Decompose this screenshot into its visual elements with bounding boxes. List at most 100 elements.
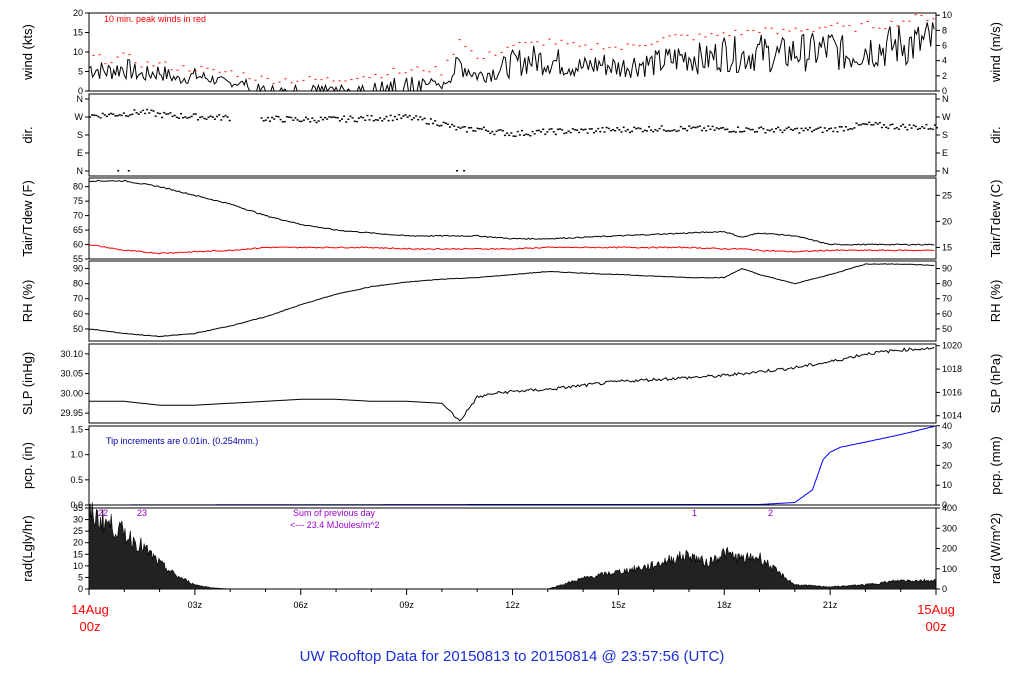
dir-point <box>294 117 297 119</box>
peak-wind-point <box>398 72 401 74</box>
dir-point <box>802 129 805 132</box>
dir-point <box>660 125 663 127</box>
dir-point <box>804 127 807 129</box>
y-axis-label-right: RH (%) <box>988 280 1003 323</box>
dir-point <box>893 127 896 130</box>
panel-frame <box>88 93 937 177</box>
dir-point <box>756 130 759 133</box>
end-hour: 00z <box>926 619 947 634</box>
dir-point <box>582 129 585 131</box>
peak-wind-point <box>662 37 665 39</box>
dir-point <box>688 125 691 127</box>
dir-point <box>504 134 507 137</box>
dir-point <box>216 115 219 118</box>
dir-point <box>127 170 130 172</box>
peak-wind-point <box>200 66 203 68</box>
peak-wind-point <box>320 79 323 81</box>
dir-point <box>883 124 886 126</box>
dir-point <box>508 134 511 137</box>
dir-point <box>148 112 151 114</box>
dir-point <box>372 119 375 122</box>
dir-point <box>535 129 538 132</box>
dir-point <box>156 112 159 114</box>
peak-wind-point <box>158 62 161 64</box>
dir-point <box>470 126 473 129</box>
y-tick-label: 20 <box>73 8 83 18</box>
dir-point <box>779 129 782 131</box>
dir-point <box>705 129 708 132</box>
peak-wind-point <box>548 38 551 40</box>
dir-point <box>548 128 551 131</box>
footer-title: UW Rooftop Data for 20150813 to 20150814… <box>299 648 725 665</box>
y-tick-label: 5 <box>78 572 83 582</box>
dir-point <box>355 120 358 123</box>
dir-point <box>190 115 193 118</box>
dir-point <box>129 114 132 116</box>
dir-point <box>622 126 625 129</box>
dir-point <box>844 126 847 128</box>
y-tick-label: 50 <box>73 324 83 334</box>
dir-point <box>758 127 761 129</box>
dir-point <box>878 121 881 124</box>
y-tick-label-right: 1018 <box>942 364 962 374</box>
dir-point <box>762 128 765 130</box>
dir-point <box>338 120 341 122</box>
dir-point <box>637 127 640 129</box>
dir-point <box>427 123 430 125</box>
y-tick-label: W <box>75 112 84 122</box>
series-line-Tdew <box>88 244 935 255</box>
dir-point <box>643 129 646 132</box>
panel-frame <box>88 507 937 590</box>
dir-point <box>703 127 706 129</box>
dir-point <box>851 128 854 130</box>
peak-wind-point <box>722 32 725 34</box>
y-axis-label-right: SLP (hPa) <box>988 354 1003 414</box>
dir-point <box>453 125 456 127</box>
y-tick-label: 80 <box>73 279 83 289</box>
dir-point <box>160 116 163 119</box>
dir-point <box>404 114 407 116</box>
peak-wind-point <box>254 79 257 81</box>
peak-wind-point <box>170 69 173 71</box>
peak-wind-point <box>242 72 245 74</box>
dir-point <box>796 127 799 130</box>
dir-point <box>753 131 756 133</box>
dir-point <box>855 122 858 124</box>
y-tick-label: 1.0 <box>70 450 83 460</box>
peak-wind-point <box>416 66 419 68</box>
dir-point <box>658 127 661 130</box>
y-tick-label: 5 <box>78 67 83 77</box>
dir-point <box>406 116 409 118</box>
y-tick-label: 90 <box>73 264 83 274</box>
y-tick-label-right: 10 <box>942 480 952 490</box>
dir-point <box>163 111 166 114</box>
dir-point <box>402 115 405 117</box>
x-tick-label: 18z <box>717 600 732 610</box>
y-axis-label: pcp. (in) <box>20 442 35 489</box>
dir-point <box>849 127 852 130</box>
dir-point <box>192 113 195 115</box>
y-tick-label: 0 <box>78 584 83 594</box>
dir-point <box>692 126 695 128</box>
dir-point <box>533 133 536 135</box>
peak-wind-point <box>494 54 497 56</box>
y-tick-label-right: 0 <box>942 584 947 594</box>
dir-point <box>137 113 140 115</box>
dir-point <box>512 135 515 137</box>
peak-wind-point <box>542 44 545 46</box>
dir-point <box>747 127 750 130</box>
dir-point <box>923 127 926 129</box>
dir-point <box>580 128 583 130</box>
peak-wind-point <box>932 18 935 20</box>
peak-wind-point <box>452 53 455 55</box>
peak-wind-point <box>146 61 149 63</box>
dir-point <box>393 115 396 118</box>
dir-point <box>400 117 403 120</box>
dir-point <box>624 130 627 132</box>
peak-wind-point <box>734 29 737 31</box>
peak-wind-point <box>896 25 899 27</box>
peak-wind-point <box>710 33 713 35</box>
dir-point <box>376 119 379 121</box>
dir-point <box>889 124 892 126</box>
dir-point <box>730 131 733 133</box>
